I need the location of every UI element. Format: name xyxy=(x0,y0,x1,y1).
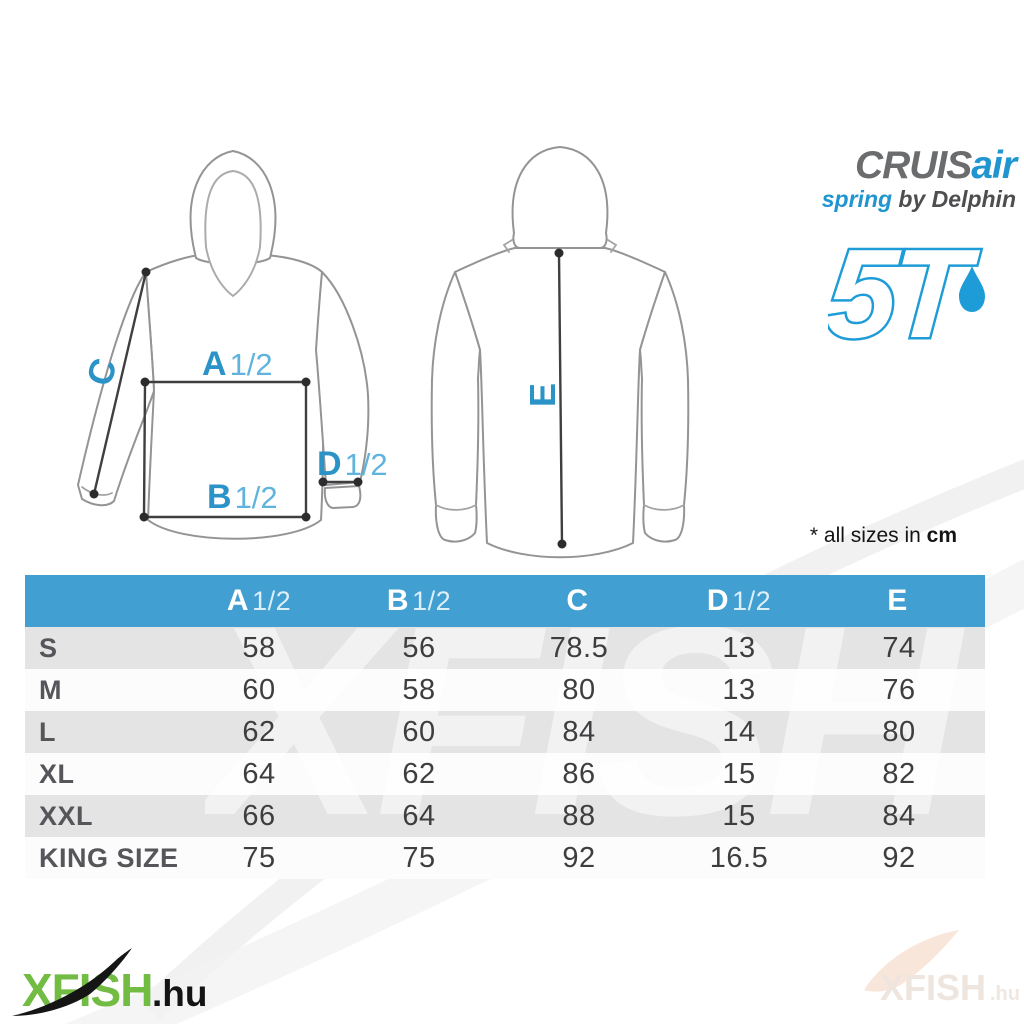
value-d: 16.5 xyxy=(709,841,769,874)
value-e: 80 xyxy=(882,715,916,748)
value-c: 80 xyxy=(562,673,596,706)
brand-tagline: spring by Delphin xyxy=(821,185,1016,212)
header-col-a: A 1/2 xyxy=(226,584,292,617)
brand-name: CRUISair xyxy=(822,144,1017,187)
value-e: 92 xyxy=(882,841,916,874)
value-b: 64 xyxy=(402,799,436,832)
size-label: XXL xyxy=(39,800,94,831)
size-label: M xyxy=(39,674,62,705)
table-row: KING SIZE 75 75 92 16.5 92 xyxy=(25,837,985,879)
table-row: XL 64 62 86 15 82 xyxy=(25,753,985,795)
table-row: L 62 60 84 14 80 xyxy=(25,711,985,753)
value-b: 58 xyxy=(402,673,436,706)
size-label: KING SIZE xyxy=(39,842,179,873)
brand-name-primary: CRUIS xyxy=(854,144,972,187)
xfish-site-logo: XFISH .hu xyxy=(12,948,207,1016)
brand-tagline-rest: by Delphin xyxy=(892,185,1016,212)
fishing-rod-swoosh-icon xyxy=(12,948,132,1016)
value-b: 62 xyxy=(402,757,436,790)
table-header-row: A 1/2 B 1/2 C D 1/2 E xyxy=(25,575,985,627)
corner-watermark-text: XFISH xyxy=(880,967,986,1008)
model-5t-logo: 5T xyxy=(820,221,985,366)
value-b: 60 xyxy=(402,715,436,748)
value-e: 76 xyxy=(882,673,916,706)
table-row: XXL 66 64 88 15 84 xyxy=(25,795,985,837)
size-label: S xyxy=(39,632,58,663)
size-table: XFISH A 1/2 B 1/2 C D 1/2 E S 58 56 78.5 13… xyxy=(25,575,985,879)
value-d: 13 xyxy=(722,673,756,706)
value-a: 58 xyxy=(242,631,276,664)
value-a: 64 xyxy=(242,757,276,790)
corner-watermark: XFISH .hu xyxy=(864,930,1020,1008)
label-b-half: B1/2 xyxy=(207,478,278,516)
table-row: S 58 56 78.5 13 74 xyxy=(25,627,985,669)
header-col-e: E xyxy=(887,584,908,617)
value-e: 82 xyxy=(882,757,916,790)
water-drop-icon xyxy=(959,265,985,312)
value-d: 14 xyxy=(722,715,756,748)
units-note-text: * all sizes in xyxy=(809,524,927,547)
brand-tagline-accent: spring xyxy=(821,185,893,212)
table-row: M 60 58 80 13 76 xyxy=(25,669,985,711)
value-e: 74 xyxy=(882,631,916,664)
value-b: 56 xyxy=(402,631,436,664)
measurement-lines-front xyxy=(89,267,363,522)
value-e: 84 xyxy=(882,799,916,832)
value-b: 75 xyxy=(402,841,436,874)
value-c: 92 xyxy=(562,841,596,874)
label-e: E xyxy=(522,383,563,407)
size-label: XL xyxy=(39,758,75,789)
front-hood-opening xyxy=(204,170,262,297)
value-d: 15 xyxy=(722,799,756,832)
value-a: 75 xyxy=(242,841,276,874)
value-c: 88 xyxy=(562,799,596,832)
measurement-line-back xyxy=(554,248,567,549)
label-a-half: A1/2 xyxy=(202,345,273,383)
value-c: 78.5 xyxy=(549,631,609,664)
corner-watermark-tld: .hu xyxy=(990,983,1020,1005)
back-hood-outline xyxy=(511,146,609,249)
header-col-b: B 1/2 xyxy=(386,584,452,617)
value-d: 13 xyxy=(722,631,756,664)
value-a: 62 xyxy=(242,715,276,748)
size-label: L xyxy=(39,716,56,747)
value-a: 60 xyxy=(242,673,276,706)
header-col-c: C xyxy=(566,584,589,617)
front-right-cuff xyxy=(323,485,362,509)
brand-block: CRUISair spring by Delphin 5T xyxy=(820,144,1017,368)
jacket-front-diagram: A1/2 B1/2 D1/2 C xyxy=(77,150,388,540)
value-d: 15 xyxy=(722,757,756,790)
units-note-unit: cm xyxy=(926,524,957,547)
front-left-sleeve xyxy=(77,271,155,507)
jacket-back-diagram: E xyxy=(430,146,690,559)
back-left-sleeve xyxy=(430,271,481,543)
model-name: 5T xyxy=(828,225,982,363)
header-col-d: D 1/2 xyxy=(706,584,772,617)
value-c: 84 xyxy=(562,715,596,748)
value-a: 66 xyxy=(242,799,276,832)
units-note: * all sizes in cm xyxy=(810,524,957,548)
back-right-sleeve xyxy=(639,271,690,543)
corner-watermark-swoosh xyxy=(864,930,959,992)
brand-name-accent: air xyxy=(971,144,1017,187)
value-c: 86 xyxy=(562,757,596,790)
label-d-half: D1/2 xyxy=(317,445,388,483)
site-logo-tld: .hu xyxy=(152,973,207,1014)
